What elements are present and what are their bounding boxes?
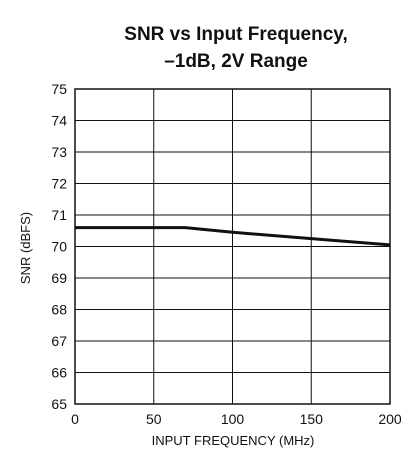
x-tick-label: 0 xyxy=(71,411,79,427)
y-tick-label: 73 xyxy=(51,144,67,160)
x-tick-label: 50 xyxy=(146,411,162,427)
plot-frame xyxy=(74,88,391,405)
chart-title-line-1: SNR vs Input Frequency, xyxy=(124,24,347,45)
x-axis-label: INPUT FREQUENCY (MHz) xyxy=(152,433,315,448)
chart-title-line-2: –1dB, 2V Range xyxy=(164,51,308,72)
y-tick-label: 65 xyxy=(51,396,67,412)
y-tick-label: 74 xyxy=(51,113,67,129)
series-line xyxy=(75,226,391,247)
y-tick-label: 69 xyxy=(51,270,67,286)
y-tick-label: 68 xyxy=(51,302,67,318)
grid xyxy=(75,89,390,404)
y-tick-label: 67 xyxy=(51,333,67,349)
y-tick-labels: 65 66 67 68 69 70 71 72 73 74 75 xyxy=(51,81,67,412)
y-tick-label: 66 xyxy=(51,365,67,381)
y-axis-label: SNR (dBFS) xyxy=(18,212,33,284)
x-tick-label: 200 xyxy=(378,411,402,427)
y-tick-label: 72 xyxy=(51,176,67,192)
x-tick-label: 150 xyxy=(300,411,324,427)
series-layer xyxy=(75,226,391,247)
x-tick-labels: 0 50 100 150 200 xyxy=(71,411,402,427)
y-tick-label: 71 xyxy=(51,207,67,223)
y-tick-label: 75 xyxy=(51,81,67,97)
y-tick-label: 70 xyxy=(51,239,67,255)
x-tick-label: 100 xyxy=(221,411,245,427)
